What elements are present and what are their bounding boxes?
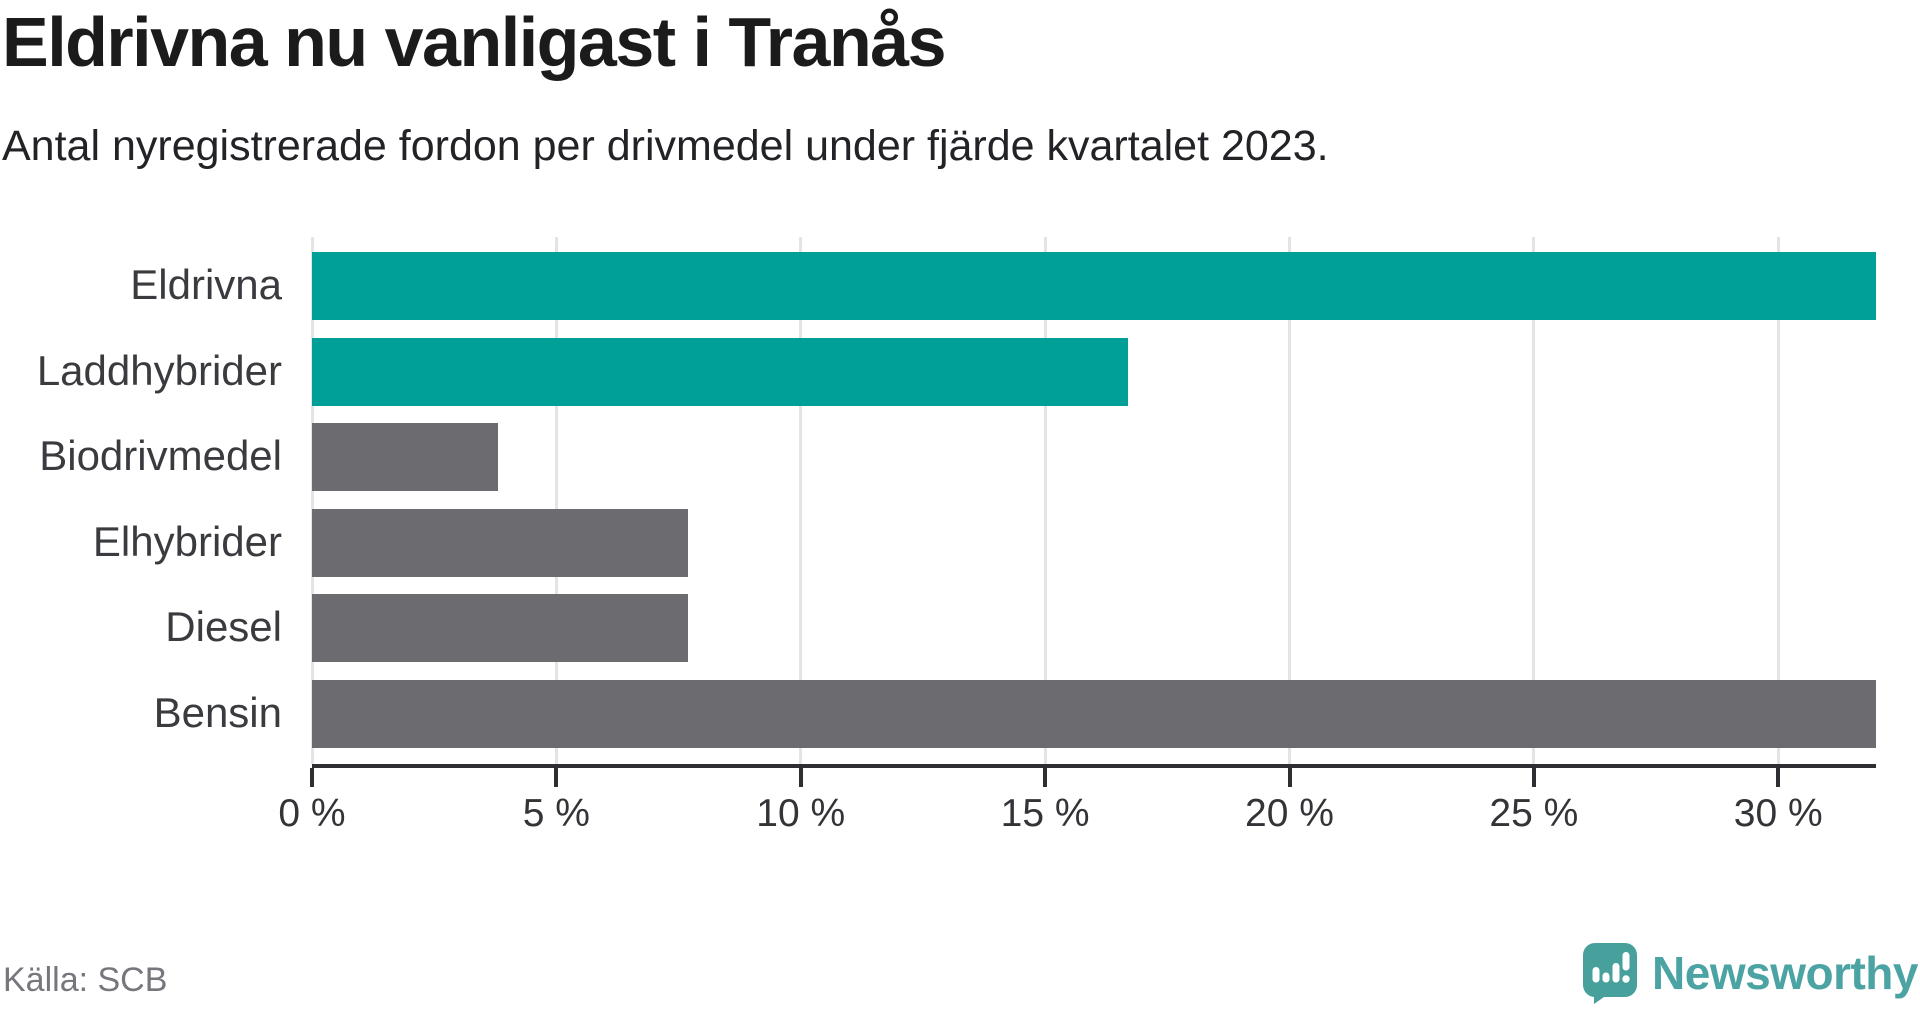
plot-area <box>310 237 1876 768</box>
category-label: Biodrivmedel <box>39 432 282 479</box>
x-tick-label: 10 % <box>756 792 846 835</box>
x-tick-label: 5 % <box>522 792 590 835</box>
gridline <box>1043 237 1047 764</box>
bar-laddhybrider <box>312 337 1129 406</box>
gridline <box>1288 237 1291 764</box>
category-label: Eldrivna <box>130 261 282 308</box>
x-axis: 0 % 5 % 10 % 15 % 20 % 25 % 30 % <box>278 768 1876 848</box>
chart-title: Eldrivna nu vanligast i Tranås <box>2 3 947 81</box>
x-tick-mark <box>1776 768 1781 787</box>
chart-subtitle: Antal nyregistrerade fordon per drivmede… <box>2 122 1329 170</box>
bar-biodrivmedel <box>312 423 498 491</box>
x-tick-mark <box>554 768 559 787</box>
x-tick-label: 25 % <box>1489 792 1579 835</box>
bar-bensin <box>312 679 1876 748</box>
x-tick-mark <box>1287 768 1292 787</box>
category-label: Bensin <box>153 688 282 736</box>
newsworthy-logo: Newsworthy <box>1582 942 1918 1004</box>
x-tick-label: 0 % <box>278 792 346 835</box>
x-tick-label: 20 % <box>1245 792 1334 835</box>
bar-elhybrider <box>312 508 689 577</box>
source-label: Källa: SCB <box>3 961 168 999</box>
gridline <box>799 237 803 764</box>
brand-name: Newsworthy <box>1652 947 1918 999</box>
bar-diesel <box>312 594 689 662</box>
x-tick-mark <box>1043 768 1048 787</box>
x-tick-mark <box>798 768 803 787</box>
x-tick-label: 30 % <box>1733 792 1823 835</box>
category-label: Elhybrider <box>92 517 282 565</box>
gridline <box>1776 237 1780 764</box>
category-label: Diesel <box>165 603 282 650</box>
x-tick-mark <box>1531 768 1536 787</box>
gridline <box>310 237 314 764</box>
x-tick-mark <box>310 768 314 787</box>
bar-eldrivna <box>312 252 1876 320</box>
category-axis: Eldrivna Laddhybrider Biodrivmedel Elhybrid… <box>0 237 282 764</box>
category-label: Laddhybrider <box>36 346 282 394</box>
newsworthy-bubble-icon <box>1583 943 1638 1004</box>
x-tick-label: 15 % <box>1000 792 1090 835</box>
gridline <box>554 237 558 764</box>
gridline <box>1532 237 1536 764</box>
